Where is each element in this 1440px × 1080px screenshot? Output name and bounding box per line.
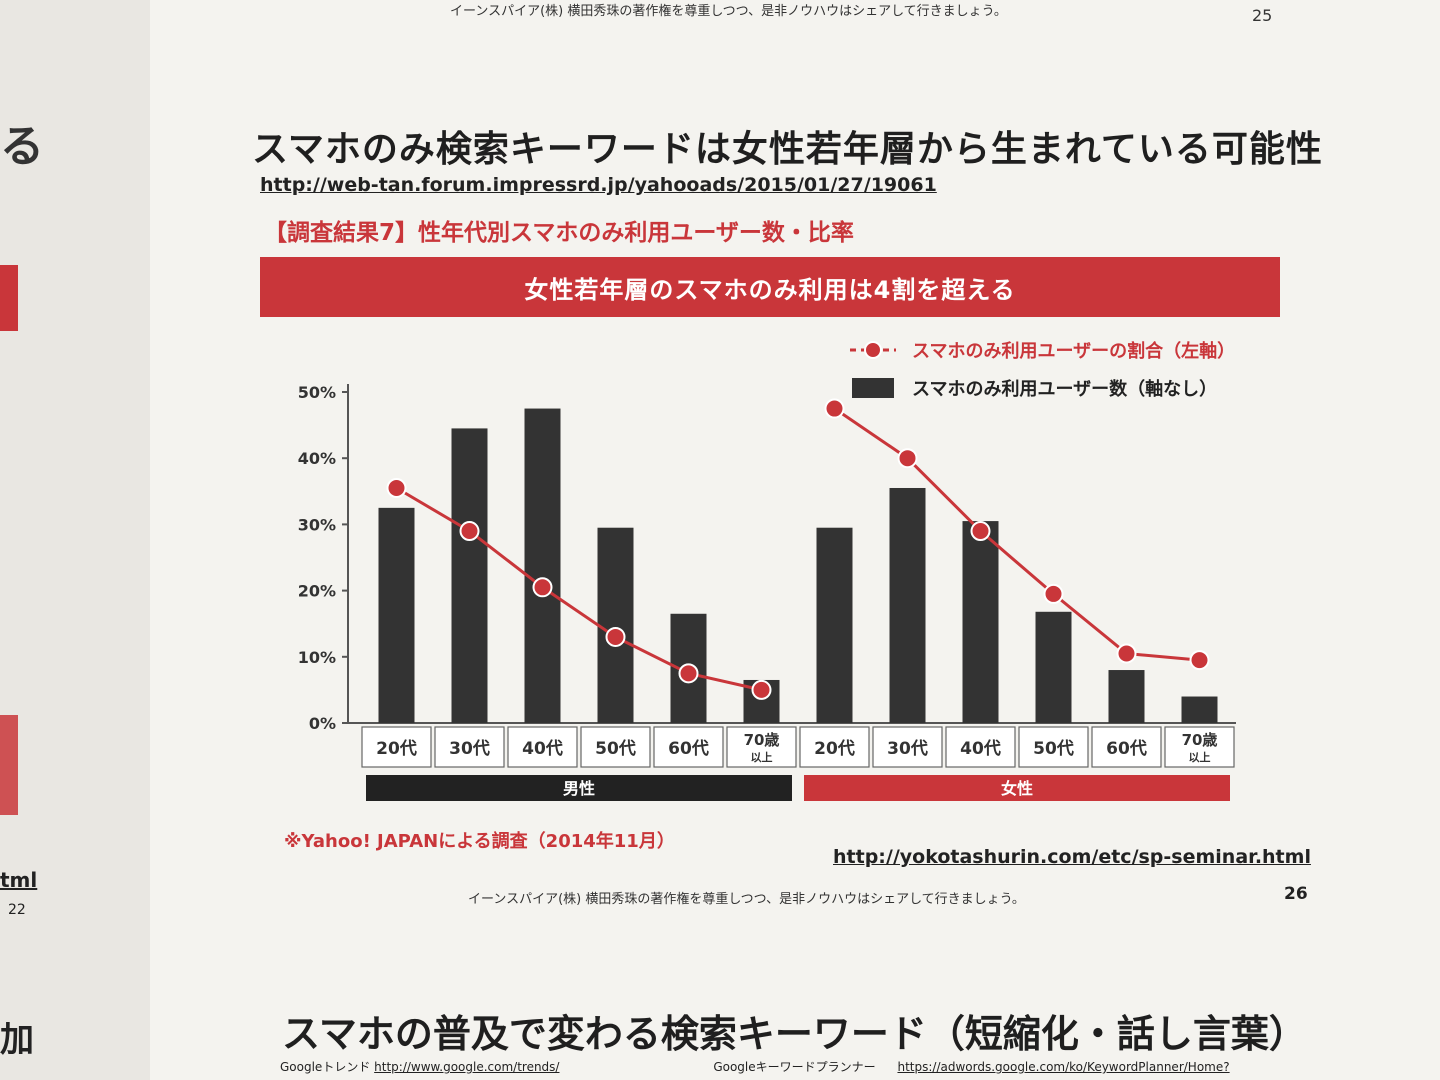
previous-slide-footer: イーンスパイア(株) 横田秀珠の著作権を尊重しつつ、是非ノウハウはシェアして行き… xyxy=(450,4,1007,19)
category-box xyxy=(872,726,943,768)
group-label: 女性 xyxy=(1001,779,1033,798)
next-slide-title: スマホの普及で変わる検索キーワード（短縮化・話し言葉） xyxy=(282,1012,1307,1056)
share-point xyxy=(897,448,918,469)
category-box xyxy=(653,726,724,768)
share-point xyxy=(970,521,991,542)
bar xyxy=(889,487,926,723)
group-bar xyxy=(804,775,1230,801)
category-label: 20代 xyxy=(376,738,417,759)
share-point xyxy=(605,626,626,647)
planner-url[interactable]: https://adwords.google.com/ko/KeywordPla… xyxy=(897,1060,1230,1074)
bar xyxy=(524,408,561,723)
y-tick-label: 50% xyxy=(298,383,336,402)
left-page-glyph: る xyxy=(0,121,44,172)
category-label: 40代 xyxy=(522,738,563,759)
legend-point-swatch xyxy=(864,341,882,359)
bar xyxy=(1181,696,1218,723)
handout-page: イーンスパイア(株) 横田秀珠の著作権を尊重しつつ、是非ノウハウはシェアして行き… xyxy=(150,0,1440,1080)
trends-url[interactable]: http://www.google.com/trends/ xyxy=(374,1060,560,1074)
category-label: 以上 xyxy=(1189,750,1211,764)
share-point xyxy=(824,398,845,419)
legend-bar-swatch xyxy=(852,378,894,398)
slide-title: スマホのみ検索キーワードは女性若年層から生まれている可能性 xyxy=(252,129,1323,170)
bar xyxy=(1108,670,1145,723)
bar xyxy=(1035,611,1072,723)
footer-copyright: イーンスパイア(株) 横田秀珠の著作権を尊重しつつ、是非ノウハウはシェアして行き… xyxy=(468,892,1025,907)
previous-slide-page-number: 25 xyxy=(1252,6,1273,25)
bar xyxy=(597,527,634,723)
category-label: 60代 xyxy=(1106,738,1147,759)
next-slide-links: Googleトレンド http://www.google.com/trends/… xyxy=(280,1058,1230,1075)
category-box xyxy=(1164,726,1235,768)
share-point xyxy=(459,521,480,542)
bar xyxy=(962,521,999,723)
trends-label: Googleトレンド xyxy=(280,1060,371,1074)
y-tick-label: 30% xyxy=(298,515,336,534)
y-tick-label: 40% xyxy=(298,449,336,468)
share-point xyxy=(532,577,553,598)
share-point xyxy=(1043,583,1064,604)
footer-link[interactable]: http://yokotashurin.com/etc/sp-seminar.h… xyxy=(833,846,1311,868)
left-page-red-block-2 xyxy=(0,715,18,815)
share-point xyxy=(386,477,407,498)
headline-banner: 女性若年層のスマホのみ利用は4割を超える xyxy=(260,257,1280,317)
chart-subtitle: 【調査結果7】性年代別スマホのみ利用ユーザー数・比率 xyxy=(264,220,854,246)
share-line-segment xyxy=(395,486,762,692)
category-box xyxy=(799,726,870,768)
legend-label: スマホのみ利用ユーザーの割合（左軸） xyxy=(912,340,1235,362)
share-point xyxy=(1116,643,1137,664)
category-label: 以上 xyxy=(751,750,773,764)
share-point xyxy=(1189,650,1210,671)
y-tick-label: 0% xyxy=(309,714,336,733)
category-label: 50代 xyxy=(1033,738,1074,759)
left-page-url-fragment: tml xyxy=(0,868,38,892)
source-link[interactable]: http://web-tan.forum.impressrd.jp/yahooa… xyxy=(260,174,937,196)
category-box xyxy=(580,726,651,768)
group-bar xyxy=(366,775,792,801)
bar xyxy=(816,527,853,723)
bar xyxy=(378,507,415,723)
category-label: 20代 xyxy=(814,738,855,759)
category-box xyxy=(507,726,578,768)
category-box xyxy=(361,726,432,768)
chart-area: 0% 10% 20% 30% 40% 50% 20代 30代 40代 50代 60代 70歳 以上 20代… xyxy=(150,330,1440,870)
legend-label: スマホのみ利用ユーザー数（軸なし） xyxy=(912,378,1217,400)
category-box xyxy=(726,726,797,768)
category-label: 30代 xyxy=(887,738,928,759)
category-label: 50代 xyxy=(595,738,636,759)
y-tick-label: 20% xyxy=(298,582,336,601)
survey-note: ※Yahoo! JAPANによる調査（2014年11月） xyxy=(284,831,675,852)
y-tick-label: 10% xyxy=(298,648,336,667)
share-point xyxy=(678,663,699,684)
share-line-segment xyxy=(833,407,1200,662)
left-page-red-block xyxy=(0,265,18,331)
left-page-number: 22 xyxy=(8,902,26,918)
category-box xyxy=(945,726,1016,768)
category-box xyxy=(1091,726,1162,768)
category-box xyxy=(1018,726,1089,768)
category-label: 70歳 xyxy=(744,731,780,749)
share-point xyxy=(751,679,772,700)
category-label: 60代 xyxy=(668,738,709,759)
category-box xyxy=(434,726,505,768)
left-page-bottom-glyph: 加 xyxy=(0,1020,34,1060)
page-number: 26 xyxy=(1284,884,1308,904)
previous-page: る tml 22 加 xyxy=(0,0,152,1080)
bar xyxy=(451,428,488,723)
planner-label: Googleキーワードプランナー xyxy=(713,1060,876,1074)
category-label: 70歳 xyxy=(1182,731,1218,749)
category-label: 30代 xyxy=(449,738,490,759)
group-label: 男性 xyxy=(563,779,595,798)
category-label: 40代 xyxy=(960,738,1001,759)
